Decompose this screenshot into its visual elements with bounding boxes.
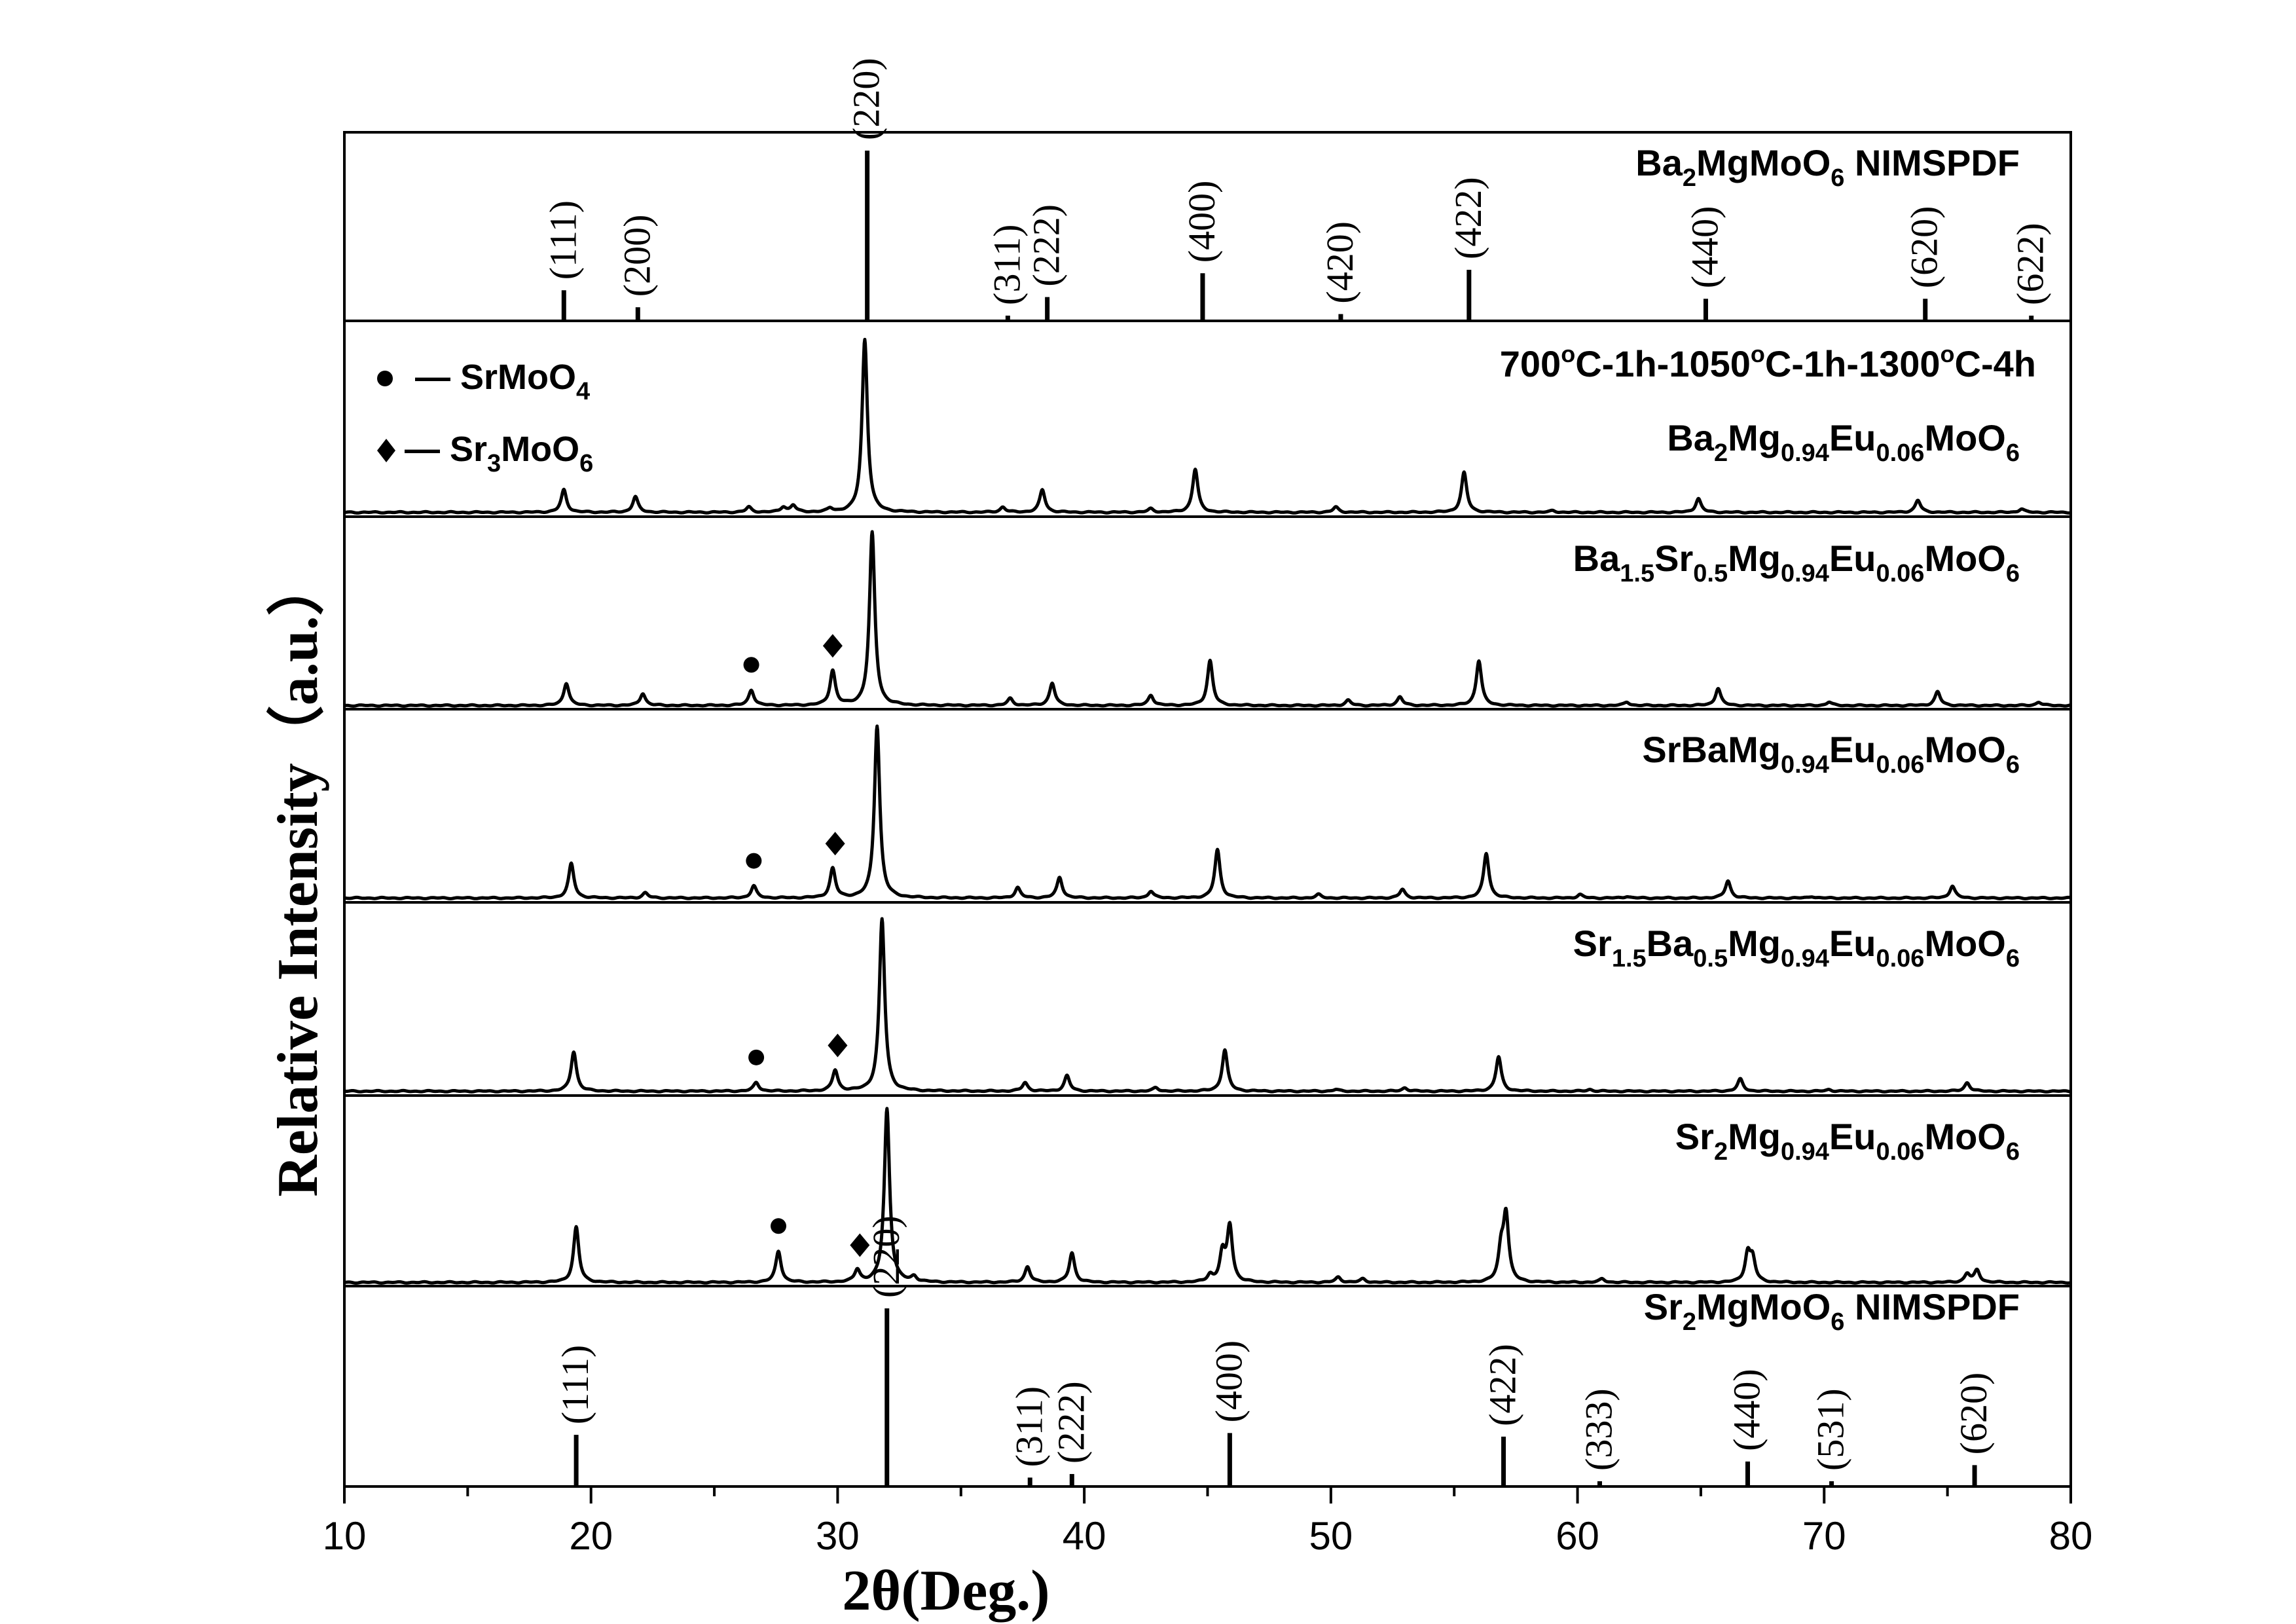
- series-line-2: [343, 530, 2072, 708]
- ref-bottom-peak-hkl-label: (111): [554, 1345, 596, 1424]
- series-name-4: Sr1.5Ba0.5Mg0.94Eu0.06MoO6: [1573, 923, 2020, 972]
- marks-group: (111) (200)(220)(311)(222) (400) (420)(422)…: [343, 58, 2072, 1486]
- srmoo4-marker: [743, 657, 759, 673]
- x-tick-label: 80: [2049, 1514, 2093, 1558]
- sr3moo6-marker: [850, 1233, 870, 1257]
- srmoo4-marker: [746, 853, 762, 869]
- x-tick-label: 70: [1802, 1514, 1846, 1558]
- legend-diamond-symbol: [377, 439, 395, 462]
- x-axis-label: 2θ(Deg.): [842, 1559, 1049, 1623]
- series-line-1: [343, 337, 2072, 515]
- series-name-5: Sr2Mg0.94Eu0.06MoO6: [1675, 1116, 2020, 1166]
- sr3moo6-marker: [822, 634, 843, 658]
- legend-entry-srmoo4: — SrMoO4: [415, 358, 590, 405]
- ref-bottom-peak-hkl-label: (440): [1726, 1369, 1768, 1451]
- ref-top-peak-hkl-label: (200): [615, 215, 658, 297]
- ref-top-peak-hkl-label: (111): [541, 200, 584, 280]
- ref-top-peak-hkl-label: (400): [1180, 181, 1223, 263]
- ref-top-peak-hkl-label: (222): [1025, 204, 1068, 287]
- ref-top-peak-hkl-label: (620): [1903, 206, 1946, 289]
- x-tick-label: 40: [1063, 1514, 1106, 1558]
- panel-group: [344, 320, 2071, 1287]
- x-tick-label: 60: [1556, 1514, 1599, 1558]
- x-tick-label: 20: [569, 1514, 613, 1558]
- legend-entry-sr3moo6: — Sr3MoO6: [405, 430, 593, 477]
- ref-bottom-peak-hkl-label: (531): [1810, 1388, 1852, 1471]
- ref-bottom-peak-hkl-label: (311): [1008, 1386, 1050, 1467]
- ref-top-peak-hkl-label: (422): [1447, 177, 1489, 259]
- x-tick-label: 30: [816, 1514, 860, 1558]
- ref-bottom-peak-hkl-label: (222): [1049, 1381, 1092, 1464]
- srmoo4-marker: [748, 1049, 765, 1065]
- series-name-3: SrBaMg0.94Eu0.06MoO6: [1642, 729, 2020, 779]
- heat-treatment-label: 700oC-1h-1050oC-1h-1300oC-4h: [1500, 341, 2036, 384]
- series-line-4: [343, 917, 2072, 1094]
- ref-bottom-peak-hkl-label: (422): [1482, 1344, 1524, 1426]
- legend-circle-symbol: [377, 371, 393, 386]
- ref-top-peak-hkl-label: (311): [985, 225, 1028, 305]
- plot-frame: [343, 131, 2072, 1488]
- series-line-3: [343, 724, 2072, 900]
- series-name-2: Ba1.5Sr0.5Mg0.94Eu0.06MoO6: [1573, 538, 2020, 587]
- ref-bottom-peak-hkl-label: (400): [1207, 1340, 1250, 1423]
- ref-top-peak-hkl-label: (420): [1319, 221, 1361, 304]
- y-axis-label: Relative Intensity（a.u.）: [266, 558, 330, 1196]
- x-tick-label: 10: [323, 1514, 367, 1558]
- ref-top-name: Ba2MgMoO6 NIMSPDF: [1635, 142, 2020, 192]
- sr3moo6-marker: [828, 1033, 848, 1058]
- series-line-5: [343, 1107, 2072, 1285]
- series-name-1: Ba2Mg0.94Eu0.06MoO6: [1667, 417, 2020, 467]
- ref-bottom-name: Sr2MgMoO6 NIMSPDF: [1644, 1286, 2020, 1336]
- ref-top-peak-hkl-label: (622): [2009, 223, 2052, 305]
- ref-bottom-peak-hkl-label: (220): [865, 1215, 907, 1298]
- x-axis: 10 20 30 40 50 60 70 80: [323, 1486, 2093, 1558]
- x-tick-label: 50: [1309, 1514, 1353, 1558]
- srmoo4-marker: [771, 1218, 787, 1234]
- ref-bottom-peak-hkl-label: (333): [1577, 1388, 1620, 1471]
- ref-top-peak-hkl-label: (220): [845, 58, 888, 140]
- ref-bottom-peak-hkl-label: (620): [1952, 1373, 1995, 1455]
- ref-top-peak-hkl-label: (440): [1683, 206, 1726, 289]
- sr3moo6-marker: [825, 832, 845, 856]
